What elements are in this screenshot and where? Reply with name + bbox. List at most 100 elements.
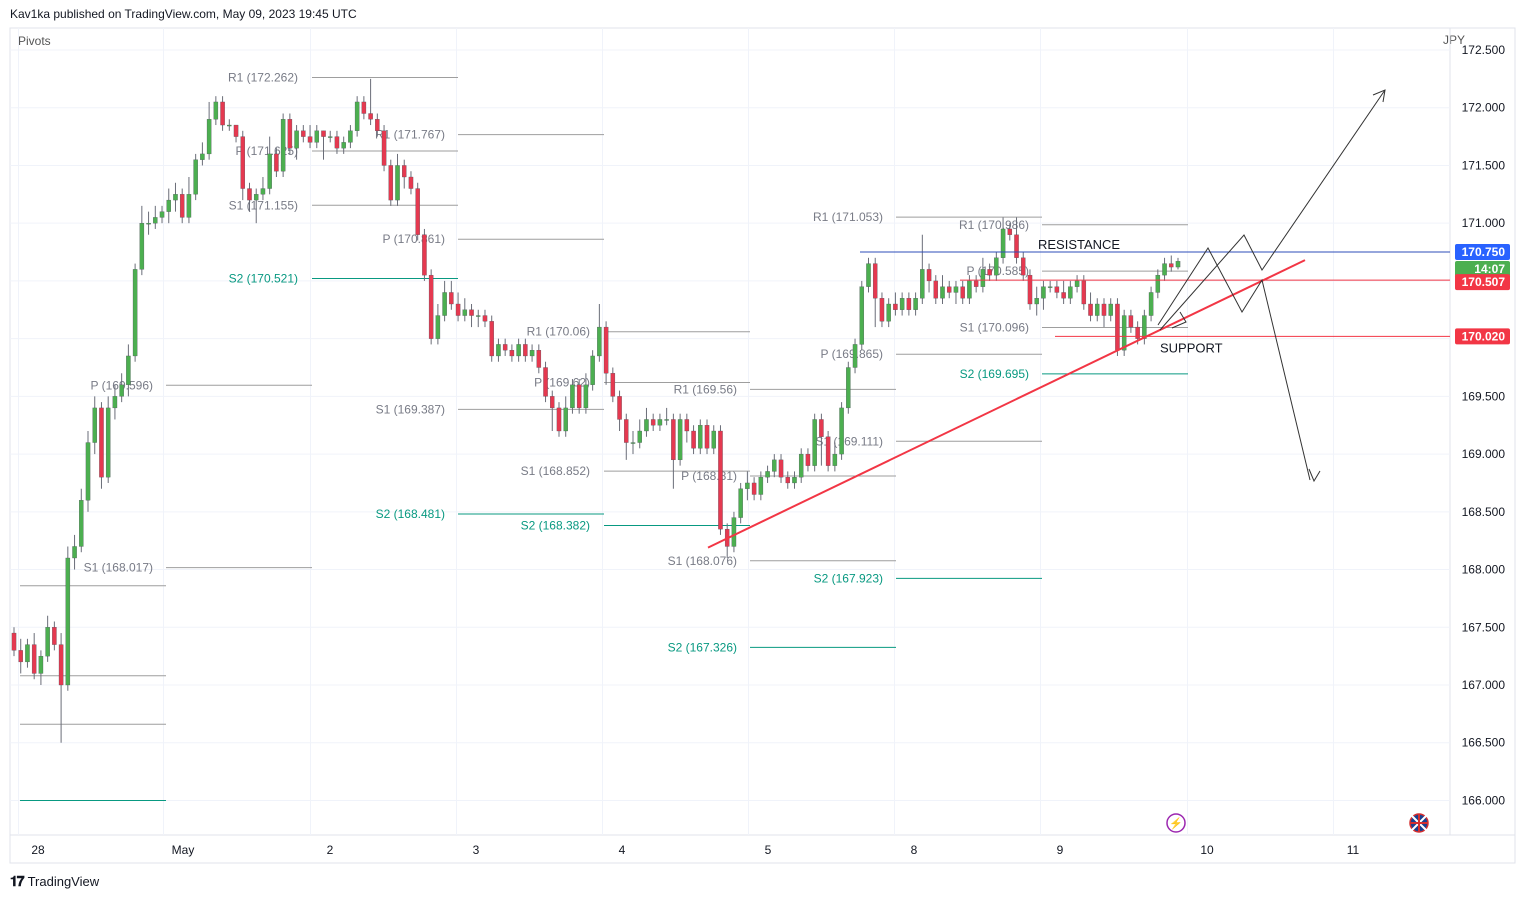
- candle-body: [368, 113, 373, 120]
- candle-body: [119, 384, 124, 397]
- candle-body: [684, 419, 690, 432]
- candle-body: [327, 136, 333, 138]
- pivot-label: R1 (170.06): [527, 325, 590, 339]
- candle-body: [348, 130, 353, 143]
- candle-body: [455, 303, 461, 316]
- candle-body: [671, 419, 676, 461]
- candle-body: [913, 298, 918, 310]
- candle-body: [920, 269, 925, 299]
- candle-body: [509, 350, 515, 357]
- candle-body: [1155, 274, 1161, 293]
- x-tick-label: 5: [765, 843, 772, 857]
- candle-body: [58, 644, 64, 686]
- candle-body: [274, 153, 279, 172]
- candle-body: [334, 136, 340, 149]
- pivot-label: R1 (169.56): [674, 382, 737, 396]
- candle-body: [206, 119, 212, 155]
- brand-label: TradingView: [27, 874, 100, 889]
- candle-body: [1014, 234, 1019, 258]
- candle-body: [139, 223, 145, 270]
- candle-body: [583, 384, 589, 409]
- candle-body: [994, 257, 999, 276]
- candle-body: [1068, 286, 1073, 299]
- candle-body: [132, 269, 138, 357]
- price-label-bg: [1455, 244, 1510, 261]
- pivot-label: S2 (170.521): [229, 271, 298, 285]
- price-label-bg: [1455, 328, 1510, 345]
- candle-body: [260, 188, 266, 195]
- candle-body: [220, 101, 225, 126]
- candle-body: [45, 627, 50, 657]
- candle-body: [173, 194, 178, 201]
- candle-body: [745, 482, 750, 489]
- pivot-label: S2 (168.382): [521, 518, 590, 532]
- y-tick-label: 167.500: [1462, 620, 1506, 634]
- y-tick-label: 172.500: [1462, 43, 1506, 57]
- candle-body: [805, 453, 811, 466]
- candle-body: [570, 384, 575, 409]
- candle-body: [1027, 274, 1033, 305]
- candle-body: [1108, 303, 1113, 316]
- candle-body: [267, 153, 272, 189]
- candle-body: [112, 396, 118, 409]
- chart-icons: ⚡: [1166, 813, 1429, 833]
- candle-body: [1101, 303, 1107, 316]
- drawings: RESISTANCE SUPPORT: [707, 89, 1450, 549]
- candle-body: [644, 419, 649, 432]
- candle-body: [758, 477, 764, 495]
- candle-body: [1041, 286, 1046, 299]
- candle-body: [630, 442, 636, 444]
- candle-body: [253, 194, 259, 201]
- candle-body: [731, 517, 737, 547]
- publisher-header: Kav1ka published on TradingView.com, May…: [10, 7, 357, 21]
- tradingview-logo-icon: 𝟏𝟕: [10, 873, 25, 889]
- candle-body: [354, 101, 360, 131]
- pivot-label: R1 (172.262): [228, 70, 298, 84]
- candle-body: [476, 315, 481, 317]
- candle-body: [31, 644, 37, 674]
- candle-body: [415, 188, 420, 235]
- price-label-bg: [1455, 261, 1510, 278]
- candle-body: [610, 373, 616, 397]
- x-tick-label: 2: [327, 843, 334, 857]
- y-tick-label: 169.000: [1462, 447, 1506, 461]
- price-label-trend: 170.507: [1462, 275, 1506, 289]
- candles: [11, 78, 1181, 743]
- candle-body: [402, 165, 407, 178]
- candle-body: [798, 453, 804, 478]
- tradingview-brand[interactable]: 𝟏𝟕 TradingView: [10, 873, 99, 890]
- indicator-label[interactable]: Pivots: [18, 34, 51, 48]
- candle-body: [637, 430, 642, 443]
- price-label-resistance: 170.750: [1462, 245, 1506, 259]
- x-tick-label: 3: [473, 843, 480, 857]
- candle-body: [1081, 280, 1087, 305]
- candle-body: [435, 315, 441, 339]
- x-axis: 28 May 2 3 4 5 8 9 10 11: [31, 843, 1359, 857]
- candle-body: [698, 425, 703, 449]
- price-label-bg: [1455, 274, 1510, 291]
- candle-body: [213, 101, 219, 120]
- candle-body: [489, 321, 494, 357]
- y-tick-label: 166.500: [1462, 736, 1506, 750]
- candle-body: [812, 419, 817, 466]
- candle-body: [738, 488, 743, 518]
- candle-body: [388, 165, 394, 201]
- candle-body: [859, 286, 865, 345]
- candle-body: [25, 644, 30, 663]
- candle-body: [469, 309, 474, 316]
- grid: [9, 27, 1516, 864]
- candle-body: [1148, 292, 1154, 316]
- y-tick-label: 171.500: [1462, 158, 1506, 172]
- candle-body: [1034, 298, 1039, 305]
- candle-body: [105, 407, 111, 478]
- candle-body: [846, 367, 851, 409]
- candle-body: [449, 292, 454, 305]
- candle-body: [321, 130, 326, 137]
- candle-body: [1135, 326, 1140, 339]
- arrow-head-up: [1372, 89, 1386, 103]
- candle-body: [294, 130, 299, 149]
- candle-body: [341, 142, 346, 149]
- pivot-label: S1 (170.096): [960, 321, 1029, 335]
